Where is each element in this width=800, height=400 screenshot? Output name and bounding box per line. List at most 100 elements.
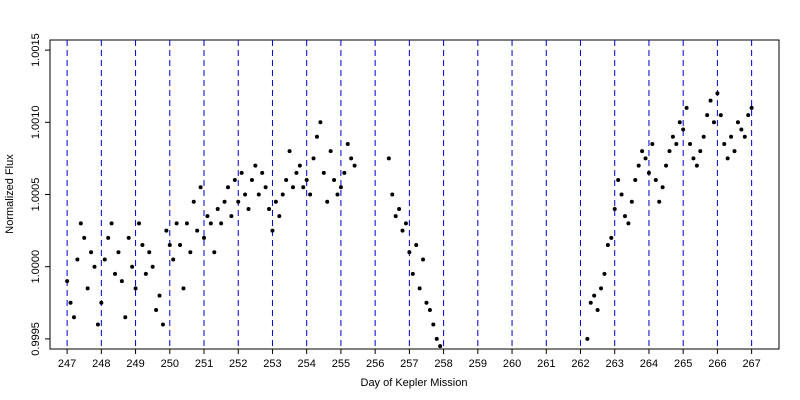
data-point	[171, 257, 176, 262]
data-point	[592, 293, 597, 298]
data-point	[119, 279, 124, 284]
data-point	[352, 163, 357, 168]
data-point	[136, 221, 141, 226]
x-tick-label: 251	[195, 358, 213, 370]
data-point	[684, 105, 689, 110]
x-tick-label: 257	[400, 358, 418, 370]
data-point	[657, 199, 662, 204]
data-point	[219, 221, 224, 226]
data-point	[164, 228, 169, 233]
data-point	[243, 192, 248, 197]
data-point	[113, 271, 118, 276]
data-point	[403, 221, 408, 226]
data-point	[215, 206, 220, 211]
data-point	[400, 228, 405, 233]
data-point	[253, 163, 258, 168]
data-point	[150, 264, 155, 269]
data-point	[267, 206, 272, 211]
y-tick-label: 1.0015	[30, 33, 42, 67]
x-tick-label: 254	[298, 358, 316, 370]
data-point	[82, 235, 87, 240]
x-tick-label: 266	[708, 358, 726, 370]
data-point	[65, 279, 70, 284]
x-tick-label: 264	[640, 358, 658, 370]
data-point	[188, 250, 193, 255]
x-tick-label: 252	[229, 358, 247, 370]
data-point	[222, 199, 227, 204]
data-point	[390, 192, 395, 197]
x-tick-label: 250	[161, 358, 179, 370]
data-point	[167, 243, 172, 248]
data-point	[725, 156, 730, 161]
data-point	[270, 228, 275, 233]
data-point	[681, 127, 686, 132]
data-point	[393, 214, 398, 219]
data-point	[664, 163, 669, 168]
x-tick-label: 262	[571, 358, 589, 370]
data-point	[667, 149, 672, 154]
data-point	[722, 141, 727, 146]
data-point	[75, 257, 80, 262]
data-point	[397, 206, 402, 211]
data-point	[133, 286, 138, 291]
data-point	[718, 113, 723, 118]
data-point	[417, 286, 422, 291]
data-point	[280, 192, 285, 197]
data-point	[308, 192, 313, 197]
data-point	[89, 250, 94, 255]
data-point	[239, 170, 244, 175]
data-point	[71, 315, 76, 320]
data-point	[294, 170, 299, 175]
data-point	[705, 113, 710, 118]
data-point	[229, 214, 234, 219]
data-point	[746, 113, 751, 118]
data-point	[698, 149, 703, 154]
data-point	[602, 271, 607, 276]
data-point	[345, 141, 350, 146]
data-point	[225, 185, 230, 190]
data-point	[338, 185, 343, 190]
y-tick-label: 1.0010	[30, 105, 42, 139]
data-point	[421, 257, 426, 262]
data-point	[708, 98, 713, 103]
data-point	[650, 141, 655, 146]
data-point	[653, 178, 658, 183]
data-point	[349, 156, 354, 161]
data-point	[191, 199, 196, 204]
data-point	[431, 322, 436, 327]
data-point	[311, 156, 316, 161]
y-tick-label: 1.0005	[30, 178, 42, 212]
data-point	[694, 163, 699, 168]
data-point	[407, 250, 412, 255]
data-point	[263, 185, 268, 190]
data-point	[68, 300, 73, 305]
data-point	[605, 243, 610, 248]
data-point	[287, 149, 292, 154]
data-point	[434, 336, 439, 341]
data-point	[342, 170, 347, 175]
data-point	[739, 127, 744, 132]
y-tick-label: 1.0000	[30, 250, 42, 284]
data-point	[126, 235, 131, 240]
x-tick-label: 260	[503, 358, 521, 370]
data-point	[626, 221, 631, 226]
data-point	[660, 185, 665, 190]
data-point	[95, 322, 100, 327]
data-point	[585, 336, 590, 341]
x-tick-label: 261	[537, 358, 555, 370]
data-point	[749, 105, 754, 110]
data-point	[599, 286, 604, 291]
data-point	[178, 243, 183, 248]
data-point	[304, 178, 309, 183]
data-point	[386, 156, 391, 161]
data-point	[325, 199, 330, 204]
data-point	[732, 149, 737, 154]
data-point	[236, 199, 241, 204]
data-point	[619, 192, 624, 197]
data-point	[205, 214, 210, 219]
data-point	[195, 228, 200, 233]
x-tick-label: 265	[674, 358, 692, 370]
data-point	[157, 293, 162, 298]
x-tick-label: 248	[92, 358, 110, 370]
